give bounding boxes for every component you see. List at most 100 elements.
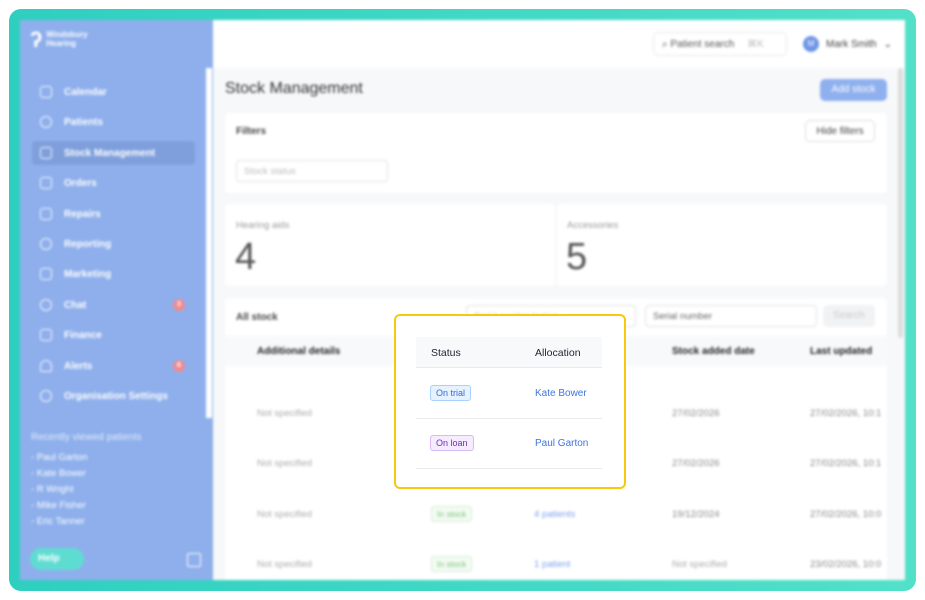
label: Chat — [64, 299, 87, 311]
label: Marketing — [64, 268, 112, 280]
recent-patient-link[interactable]: - Kate Bower — [31, 468, 86, 479]
allocation-link[interactable]: 1 patient — [534, 559, 571, 570]
cell: 27/02/2026 — [672, 408, 720, 419]
recent-patient-link[interactable]: - R Wright — [31, 484, 74, 495]
sidebar-item-calendar[interactable]: Calendar — [32, 80, 195, 104]
add-stock-button[interactable]: Add stock — [820, 79, 887, 101]
cell: 27/02/2026, 10:0 — [810, 509, 882, 520]
table-row: On trial Kate Bower — [416, 369, 602, 419]
stock-status-select[interactable]: Stock status — [236, 160, 388, 182]
column-header: Last updated — [810, 346, 873, 357]
help-button[interactable]: Help — [30, 548, 84, 570]
ear-icon: ʔ — [30, 26, 43, 52]
lookup-type-select[interactable]: Serial number — [645, 305, 817, 327]
patient-search[interactable]: ⌕ Patient search ⌘K — [653, 32, 787, 56]
sidebar-item-marketing[interactable]: Marketing — [32, 262, 195, 286]
sidebar-item-organisation-settings[interactable]: Organisation Settings — [32, 384, 195, 408]
pie-chart-icon — [40, 238, 52, 250]
main-scrollbar[interactable] — [898, 68, 903, 338]
mail-icon — [40, 268, 52, 280]
sidebar-item-chat[interactable]: Chat 3 — [32, 293, 195, 317]
status-badge: In stock — [431, 506, 473, 522]
sidebar-item-alerts[interactable]: Alerts 6 — [32, 354, 195, 378]
alerts-badge: 6 — [173, 360, 185, 372]
status-badge: On loan — [430, 435, 474, 451]
table-header: Status Allocation — [416, 337, 602, 368]
cell: 27/02/2026, 10:1 — [810, 458, 882, 469]
stat-label: Hearing aids — [236, 220, 290, 231]
cell: Not specified — [257, 559, 312, 570]
allocation-link[interactable]: 4 patients — [534, 509, 576, 520]
cell: Not specified — [257, 408, 312, 419]
label: Finance — [64, 329, 102, 341]
brand-name-2: Hearing — [46, 39, 77, 48]
filters-title: Filters — [236, 126, 267, 137]
cell: Not specified — [672, 559, 727, 570]
stat-label: Accessories — [567, 220, 619, 231]
smiley-icon — [40, 116, 52, 128]
wrench-icon — [40, 208, 52, 220]
chat-icon — [40, 299, 52, 311]
user-name: Mark Smith — [826, 38, 877, 50]
filters-card: Filters Hide filters Stock status — [225, 113, 887, 193]
calendar-icon — [40, 86, 52, 98]
chevron-down-icon: ⌄ — [883, 38, 892, 50]
sidebar-item-orders[interactable]: Orders — [32, 171, 195, 195]
sidebar-item-stock-management[interactable]: Stock Management — [32, 141, 195, 165]
chat-badge: 3 — [173, 299, 185, 311]
hide-filters-button[interactable]: Hide filters — [805, 120, 875, 142]
status-badge: In stock — [431, 556, 473, 572]
table-row: On loan Paul Garton — [416, 419, 602, 469]
recent-patient-link[interactable]: - Eric Tanner — [31, 516, 85, 527]
cell: 27/02/2026, 10:1 — [810, 408, 882, 419]
label: Calendar — [64, 86, 107, 98]
shortcut-hint: ⌘K — [747, 39, 764, 50]
recent-patients-heading: Recently viewed patients — [31, 432, 142, 443]
cell: 23/02/2026, 10:0 — [810, 559, 882, 570]
avatar: M — [803, 36, 819, 52]
brand-name: Windsbury — [46, 30, 88, 39]
user-menu[interactable]: M Mark Smith ⌄ — [803, 36, 892, 52]
stat-hearing-aids: Hearing aids 4 — [225, 204, 555, 286]
inbox-icon — [40, 177, 52, 189]
column-header: Stock added date — [672, 346, 755, 357]
collapse-sidebar-icon[interactable] — [187, 553, 201, 567]
app-window: ʔ Windsbury Hearing Calendar Patients Stoc… — [20, 20, 905, 580]
clipboard-icon — [40, 147, 52, 159]
cell: Not specified — [257, 458, 312, 469]
label: Repairs — [64, 208, 101, 220]
search-button[interactable]: Search — [823, 305, 875, 327]
sidebar-scrollbar[interactable] — [206, 68, 212, 418]
cell: 19/12/2024 — [672, 509, 720, 520]
stat-accessories: Accessories 5 — [557, 204, 887, 286]
topbar: ⌕ Patient search ⌘K M Mark Smith ⌄ — [213, 20, 905, 68]
label: Orders — [64, 177, 97, 189]
label: Reporting — [64, 238, 112, 250]
sidebar-item-finance[interactable]: Finance — [32, 323, 195, 347]
label: Alerts — [64, 360, 93, 372]
cell: 27/02/2026 — [672, 458, 720, 469]
value: Serial number — [653, 311, 713, 322]
page-title: Stock Management — [225, 80, 363, 97]
placeholder: Stock status — [244, 166, 296, 177]
sidebar-item-repairs[interactable]: Repairs — [32, 202, 195, 226]
status-badge: On trial — [430, 385, 472, 401]
allocation-link[interactable]: Paul Garton — [535, 438, 589, 449]
recent-patient-link[interactable]: - Paul Garton — [31, 452, 88, 463]
status-column-header: Status — [431, 347, 461, 359]
sidebar-item-patients[interactable]: Patients — [32, 110, 195, 134]
logo: ʔ Windsbury Hearing — [30, 26, 88, 52]
stock-title: All stock — [236, 312, 278, 323]
recent-patient-link[interactable]: - Mike Fisher — [31, 500, 86, 511]
highlighted-region: Status Allocation On trial Kate Bower On… — [394, 314, 626, 489]
sidebar-item-reporting[interactable]: Reporting — [32, 232, 195, 256]
allocation-link[interactable]: Kate Bower — [535, 388, 587, 399]
card-icon — [40, 329, 52, 341]
search-placeholder: Patient search — [670, 39, 735, 50]
label: Organisation Settings — [64, 390, 168, 402]
sidebar: ʔ Windsbury Hearing Calendar Patients Stoc… — [20, 20, 213, 580]
help-label: Help — [38, 553, 60, 564]
label: Patients — [64, 116, 103, 128]
label: Stock Management — [64, 147, 156, 159]
bell-icon — [40, 360, 52, 372]
